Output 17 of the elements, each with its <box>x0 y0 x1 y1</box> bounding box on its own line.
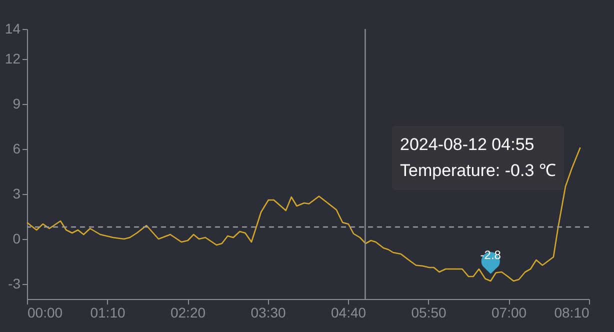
y-tick-label: 14 <box>4 20 21 36</box>
y-tick-label: -3 <box>8 276 21 292</box>
annotation: 2024-08-12 04:55 <box>400 134 536 156</box>
x-tick-label: 00:00 <box>28 304 63 320</box>
x-tick-label: 08:10 <box>554 304 590 320</box>
x-tick-label: 03:30 <box>250 304 286 320</box>
x-tick-label: 02:20 <box>170 304 206 320</box>
y-tick-label: 0 <box>12 230 21 246</box>
x-tick-label: 04:40 <box>330 304 366 320</box>
x-tick-label: 01:10 <box>90 304 126 320</box>
annotation: Temperature: -0.3 ℃ <box>400 160 556 182</box>
y-tick-label: 12 <box>4 50 21 66</box>
x-tick-label: 05:50 <box>411 304 446 320</box>
y-tick-label: 6 <box>12 140 21 156</box>
x-tick-label: 07:00 <box>491 304 527 320</box>
y-tick-label: 3 <box>12 186 21 202</box>
y-tick-label: 9 <box>12 96 21 112</box>
